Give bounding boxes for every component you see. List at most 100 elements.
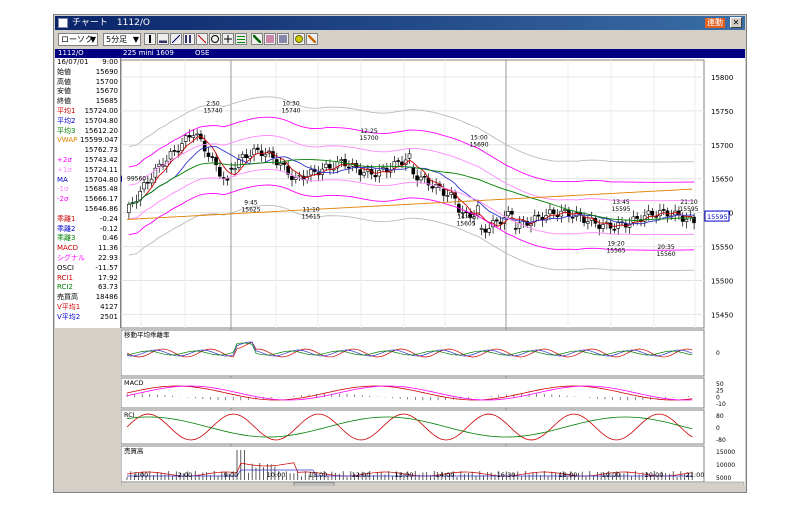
panel-row: OSCI -11.57 <box>55 264 121 272</box>
candle-body <box>176 150 180 153</box>
candle-body <box>347 166 351 169</box>
candle-body <box>202 140 207 152</box>
candle-icon[interactable] <box>144 33 156 45</box>
panel-value: 15724.00 <box>84 107 118 115</box>
panel-row: 平均1 15724.00 <box>55 107 121 115</box>
annotation-time: 14:40 <box>457 213 474 220</box>
annotation-time: 21:10 <box>680 199 697 206</box>
annotation-time: 11:10 <box>302 206 319 213</box>
panel-label: MACD <box>57 244 78 253</box>
candle-body <box>206 152 211 157</box>
panel-row: 平均2 15704.80 <box>55 117 121 125</box>
toolbar: ローソク ▼ 5分足 ▼ <box>55 31 745 48</box>
panel-label: RCI2 <box>57 283 73 292</box>
eraser-icon[interactable] <box>264 33 276 45</box>
title-bar[interactable]: チャート 1112/O 連動 ✕ <box>55 16 745 30</box>
value-panel: 16/07/01 9:00 始値 15690 高値 15700 安値 15670 終値 15685… <box>55 58 121 328</box>
interval-select[interactable]: 5分足 ▼ <box>103 33 141 46</box>
point-figure-icon[interactable] <box>183 33 195 45</box>
candle-body <box>684 218 689 223</box>
chart-window: チャート 1112/O 連動 ✕ ローソク ▼ 5分足 ▼ 1112/O 225 m… <box>53 14 747 493</box>
settings-icon[interactable] <box>306 33 318 45</box>
chart-area[interactable]: 1580015750157001565015600155501550015450… <box>117 58 745 489</box>
candle-body <box>214 157 218 166</box>
link-toggle-button[interactable]: 連動 <box>705 18 725 28</box>
candle-body <box>233 168 237 171</box>
sub-tick-label: -80 <box>716 437 726 444</box>
deviation-line <box>126 341 693 358</box>
panel-value: 15685 <box>95 97 118 106</box>
sub-tick-label: 80 <box>716 413 724 420</box>
panel-label: -1σ <box>57 185 69 194</box>
window-title: チャート 1112/O <box>72 18 150 28</box>
panel-value: 15646.86 <box>84 205 118 213</box>
cross-icon[interactable] <box>222 33 234 45</box>
candle-body <box>153 167 158 178</box>
price-tick-label: 15700 <box>711 142 733 150</box>
annotation-price: 15740 <box>203 108 222 115</box>
panel-row: VWAP 15599.047 <box>55 136 121 144</box>
line-icon[interactable] <box>170 33 182 45</box>
left-price-marker <box>117 175 122 182</box>
chart-type-select[interactable]: ローソク ▼ <box>58 33 98 46</box>
panel-row: 売買高 18486 <box>55 293 121 301</box>
candle-body <box>506 211 510 217</box>
candle-body <box>282 162 287 165</box>
panel-label: -2σ <box>57 195 69 204</box>
time-tick-label: 13:00 <box>395 471 414 479</box>
grid-icon[interactable] <box>235 33 247 45</box>
candle-body <box>339 159 344 162</box>
panel-row: +1σ 15724.11 <box>55 166 121 174</box>
candle-body <box>240 154 245 159</box>
pen-icon[interactable] <box>251 33 263 45</box>
annotation-time: 19:20 <box>607 240 624 247</box>
close-button[interactable]: ✕ <box>730 17 742 28</box>
chart-canvas[interactable]: 1580015750157001565015600155501550015450… <box>117 58 745 489</box>
bar-icon[interactable] <box>157 33 169 45</box>
candle-body <box>422 175 427 178</box>
search-icon[interactable] <box>293 33 305 45</box>
candle-body <box>563 209 567 211</box>
sub-chart-title: 売買高 <box>124 446 144 455</box>
panel-label: 始値 <box>57 67 71 76</box>
time-tick-label: 14:00 <box>436 471 455 479</box>
candle-body <box>172 150 177 152</box>
panel-label: VWAP <box>57 136 78 145</box>
panel-value: 4127 <box>100 303 118 311</box>
candle-body <box>157 163 161 167</box>
panel-row: 始値 15690 <box>55 68 121 76</box>
panel-row: 高値 15700 <box>55 78 121 86</box>
ma1-line <box>128 135 695 228</box>
panel-row: 乖離3 0.46 <box>55 234 121 242</box>
chart-type-value: ローソク <box>61 35 93 44</box>
candle-body <box>472 216 476 219</box>
lower-band-3 <box>128 204 695 272</box>
panel-value: 15612.20 <box>84 126 118 135</box>
price-tick-label: 15750 <box>711 108 733 116</box>
candle-body <box>225 178 230 181</box>
candle-body <box>646 210 651 215</box>
panel-row: 乖離2 -0.12 <box>55 225 121 233</box>
symbol-code: 1112/O <box>58 49 84 57</box>
price-tick-label: 15650 <box>711 176 733 184</box>
panel-label: シグナル <box>57 254 85 262</box>
candle-body <box>460 212 465 214</box>
trend-icon[interactable] <box>196 33 208 45</box>
candle-body <box>278 163 283 166</box>
panel-label: 売買高 <box>57 293 78 302</box>
annotation-time: 13:45 <box>612 199 629 206</box>
candle-body <box>396 160 400 162</box>
print-icon[interactable] <box>277 33 289 45</box>
candle-body <box>411 167 416 175</box>
vwap-line <box>126 188 693 220</box>
zoom-icon[interactable] <box>209 33 221 45</box>
candle-body <box>407 153 412 159</box>
panel-value: 15724.11 <box>84 165 118 174</box>
panel-row: -1σ 15685.48 <box>55 185 121 193</box>
candle-body <box>373 175 378 178</box>
candle-body <box>612 228 617 231</box>
candle-body <box>479 228 484 230</box>
panel-row: 16/07/01 9:00 <box>55 58 121 66</box>
candle-body <box>415 175 419 181</box>
annotation-price: 15700 <box>359 135 378 142</box>
